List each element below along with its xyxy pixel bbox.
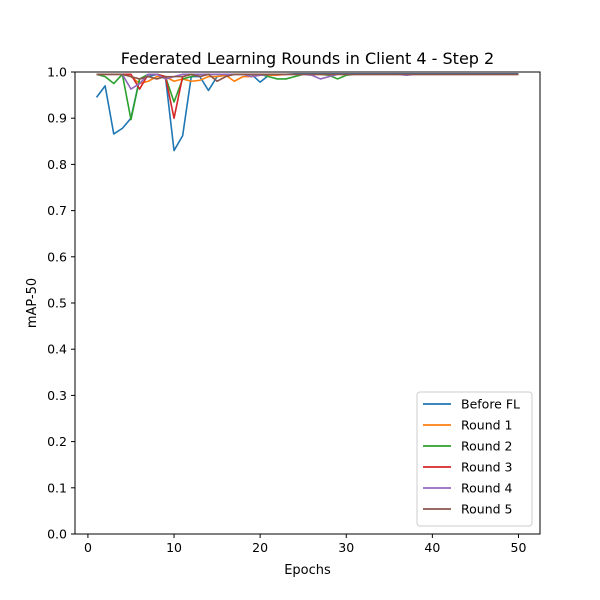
plot-area — [74, 71, 541, 535]
y-tick-label: 0.1 — [47, 480, 67, 495]
x-axis-label: Epochs — [284, 563, 331, 578]
y-tick-label: 0.0 — [47, 527, 67, 542]
series-line-5 — [96, 73, 519, 83]
legend-label: Round 4 — [461, 481, 513, 496]
y-tick-label: 0.2 — [47, 434, 67, 449]
x-axis-ticks: 0 10 20 30 40 50 — [84, 534, 527, 555]
legend: Before FL Round 1 Round 2 Round 3 Round 4 Rou… — [416, 391, 533, 527]
x-tick-label: 20 — [252, 540, 268, 555]
y-tick-label: 0.9 — [47, 111, 67, 126]
x-tick-label: 30 — [338, 540, 354, 555]
y-axis-ticks: 0.0 0.1 0.2 0.3 0.4 0.5 0.6 0.7 0.8 0.9 1.0 — [47, 65, 75, 542]
chart-title: Federated Learning Rounds in Client 4 - … — [121, 49, 494, 68]
x-tick-label: 10 — [166, 540, 182, 555]
y-tick-label: 0.4 — [47, 342, 67, 357]
y-tick-label: 0.5 — [47, 296, 67, 311]
y-axis-label: mAP-50 — [25, 278, 40, 328]
y-tick-label: 0.7 — [47, 203, 67, 218]
legend-label: Round 3 — [461, 460, 512, 475]
x-tick-label: 40 — [424, 540, 440, 555]
series-layer — [95, 73, 519, 152]
x-tick-label: 50 — [511, 540, 527, 555]
y-tick-label: 0.6 — [47, 249, 67, 264]
legend-label: Round 5 — [461, 502, 512, 517]
y-tick-label: 0.8 — [47, 157, 67, 172]
legend-label: Round 1 — [461, 418, 512, 433]
y-tick-label: 1.0 — [47, 65, 67, 80]
legend-label: Before FL — [461, 397, 520, 412]
y-tick-label: 0.3 — [47, 388, 67, 403]
legend-label: Round 2 — [461, 439, 512, 454]
x-tick-label: 0 — [84, 540, 92, 555]
